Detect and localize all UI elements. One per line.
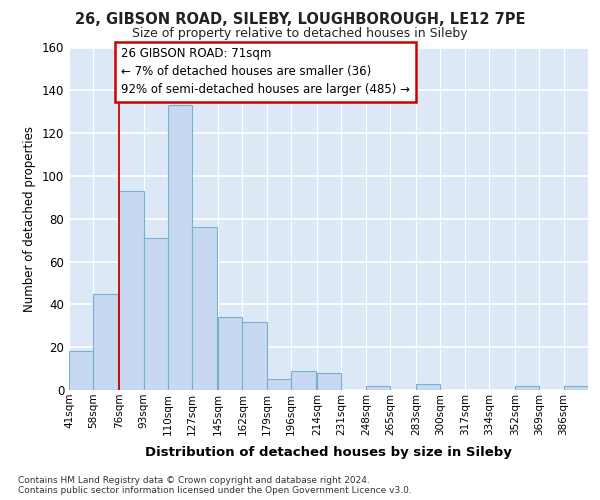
Bar (119, 191, 143, 390)
Bar (267, 380, 291, 390)
Text: Contains HM Land Registry data © Crown copyright and database right 2024.: Contains HM Land Registry data © Crown c… (18, 476, 370, 485)
Bar (563, 386, 588, 390)
Bar (242, 322, 267, 390)
Bar (218, 317, 242, 390)
Bar (515, 386, 539, 390)
Bar (168, 106, 192, 390)
Bar (143, 238, 168, 390)
Bar (192, 228, 217, 390)
Bar (366, 386, 390, 390)
Bar (317, 373, 341, 390)
Text: 26 GIBSON ROAD: 71sqm
← 7% of detached houses are smaller (36)
92% of semi-detac: 26 GIBSON ROAD: 71sqm ← 7% of detached h… (121, 48, 410, 96)
Text: Contains public sector information licensed under the Open Government Licence v3: Contains public sector information licen… (18, 486, 412, 495)
Text: Size of property relative to detached houses in Sileby: Size of property relative to detached ho… (132, 28, 468, 40)
X-axis label: Distribution of detached houses by size in Sileby: Distribution of detached houses by size … (145, 446, 512, 459)
Bar (291, 370, 316, 390)
Text: 26, GIBSON ROAD, SILEBY, LOUGHBOROUGH, LE12 7PE: 26, GIBSON ROAD, SILEBY, LOUGHBOROUGH, L… (75, 12, 525, 28)
Y-axis label: Number of detached properties: Number of detached properties (23, 126, 36, 312)
Bar (94, 294, 118, 390)
Bar (69, 352, 94, 390)
Bar (416, 384, 440, 390)
